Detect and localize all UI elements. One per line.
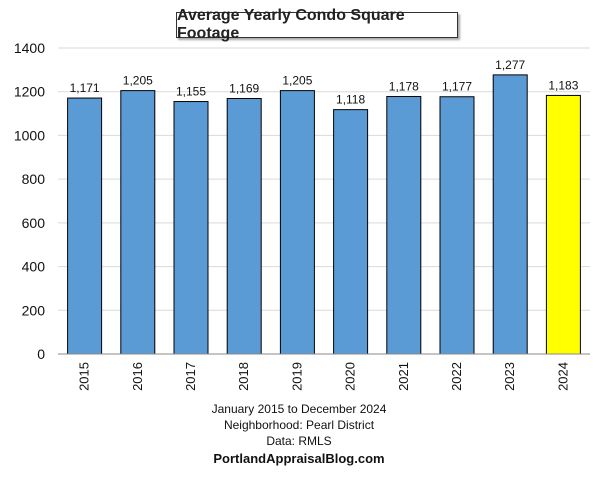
y-tick-label: 800 [22,171,46,187]
x-tick-label-2018: 2018 [236,362,251,391]
footer-data-source: Data: RMLS [266,434,332,448]
data-label-2015: 1,171 [70,81,100,95]
data-label-2023: 1,277 [495,58,525,72]
x-tick-label-2017: 2017 [183,362,198,391]
data-label-2022: 1,177 [442,80,472,94]
y-axis-ticks: 0 200 400 600 800 1000 1200 1400 [14,40,45,362]
bar-2022 [439,96,475,355]
y-tick-label: 600 [22,215,46,231]
bar-chart: 0 200 400 600 800 1000 1200 1400 1,171 1,205 1,15… [14,40,590,391]
x-tick-label-2015: 2015 [77,362,92,391]
footer-date-range: January 2015 to December 2024 [211,402,387,416]
data-labels: 1,171 1,205 1,155 1,169 1,205 1,118 1,178 1,177… [70,58,579,107]
footer-website: PortlandAppraisalBlog.com [213,451,385,466]
y-tick-label: 1000 [14,127,45,143]
data-label-2017: 1,155 [176,85,206,99]
data-label-2020: 1,118 [336,93,365,107]
y-tick-label: 400 [22,259,46,275]
x-tick-label-2024: 2024 [555,362,570,391]
x-tick-label-2022: 2022 [449,362,464,391]
bar-2023 [492,74,528,355]
data-label-2021: 1,178 [389,80,419,94]
bar-2017 [173,101,209,355]
y-tick-label: 1200 [14,84,45,100]
chart-title: Average Yearly Condo Square Footage [176,7,458,42]
data-label-2024: 1,183 [548,78,578,92]
bar-2016 [120,90,156,355]
bar-2020 [333,109,369,355]
bar-2021 [386,96,422,355]
data-label-2019: 1,205 [282,74,312,88]
x-tick-label-2023: 2023 [502,362,517,391]
data-label-2016: 1,205 [123,74,153,88]
x-axis-ticks: 2015 2016 2017 2018 2019 2020 2021 2022 2023 2024 [77,362,571,391]
bars [67,74,581,355]
x-tick-label-2019: 2019 [289,362,304,391]
bar-2018 [226,97,262,355]
bar-2024 [545,94,581,355]
data-label-2018: 1,169 [229,81,259,95]
footer-neighborhood: Neighborhood: Pearl District [223,418,375,432]
y-tick-label: 200 [22,302,46,318]
x-tick-label-2021: 2021 [396,362,411,391]
bar-2015 [67,97,103,355]
y-tick-label: 1400 [14,40,45,56]
x-tick-label-2020: 2020 [343,362,358,391]
y-tick-label: 0 [37,346,45,362]
bar-2019 [279,90,315,355]
x-tick-label-2016: 2016 [130,362,145,391]
